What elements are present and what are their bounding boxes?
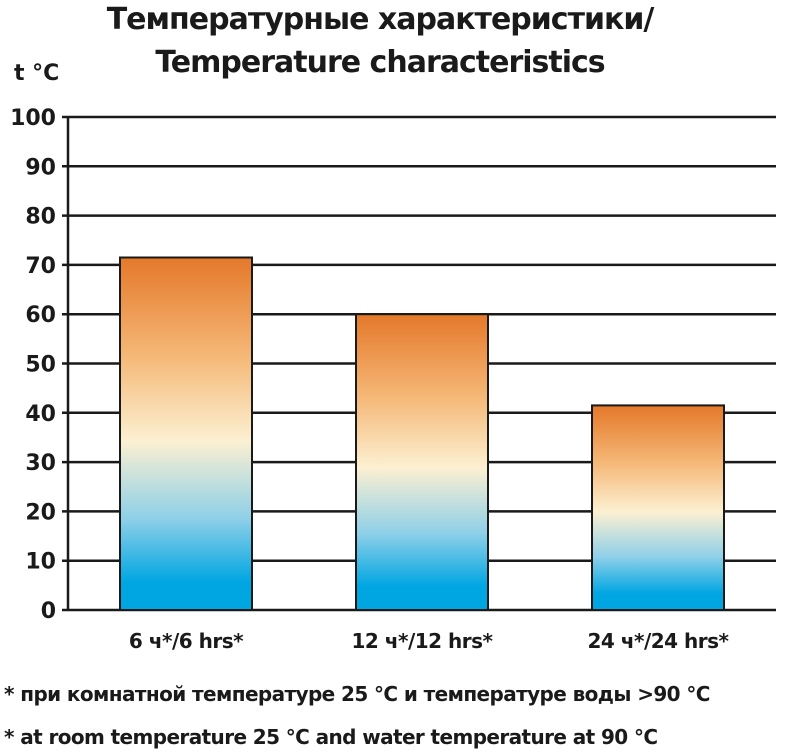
chart-title-line-1: Температурные характеристики/ bbox=[107, 2, 655, 37]
y-tick-label-50: 50 bbox=[25, 353, 56, 378]
y-tick-labels: 0 10 20 30 40 50 60 70 80 90 100 bbox=[10, 106, 56, 624]
y-axis-unit-label: t °C bbox=[14, 61, 59, 86]
footnote-russian: * при комнатной температуре 25 °C и темп… bbox=[4, 682, 710, 706]
y-tick-label-80: 80 bbox=[25, 205, 56, 230]
bar-1 bbox=[119, 256, 253, 611]
chart-title-line-2: Temperature characteristics bbox=[155, 45, 604, 80]
footnote-english: * at room temperature 25 °C and water te… bbox=[4, 725, 657, 749]
bars bbox=[119, 256, 725, 611]
y-tick-label-10: 10 bbox=[25, 550, 56, 575]
y-tick-label-40: 40 bbox=[25, 402, 56, 427]
category-label-3: 24 ч*/24 hrs* bbox=[587, 629, 729, 653]
y-tick-label-30: 30 bbox=[25, 451, 56, 476]
bar-3 bbox=[591, 404, 725, 611]
y-tick-label-70: 70 bbox=[25, 254, 56, 279]
y-tick-label-90: 90 bbox=[25, 155, 56, 180]
y-tick-label-100: 100 bbox=[10, 106, 56, 131]
y-tick-label-60: 60 bbox=[25, 303, 56, 328]
category-labels: 6 ч*/6 hrs* 12 ч*/12 hrs* 24 ч*/24 hrs* bbox=[129, 629, 730, 653]
bar-2 bbox=[355, 313, 489, 611]
category-label-2: 12 ч*/12 hrs* bbox=[351, 629, 493, 653]
category-label-1: 6 ч*/6 hrs* bbox=[129, 629, 244, 653]
y-tick-label-20: 20 bbox=[25, 500, 56, 525]
y-tick-label-0: 0 bbox=[41, 599, 56, 624]
